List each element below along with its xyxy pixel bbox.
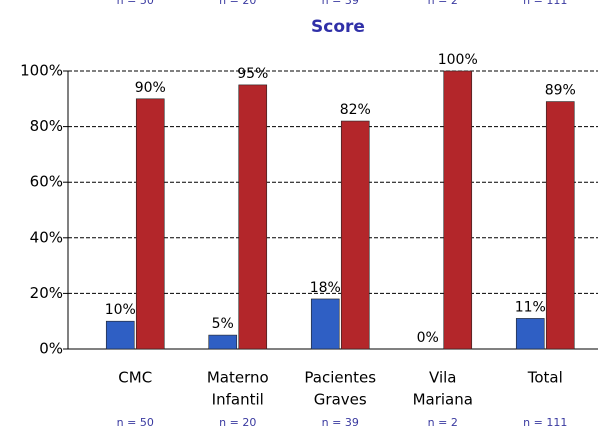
value-label: 10% bbox=[105, 302, 136, 318]
y-tick-label: 80% bbox=[30, 117, 63, 135]
n-label: n = 20 bbox=[219, 416, 256, 429]
value-label: 0% bbox=[417, 330, 439, 346]
bar bbox=[135, 98, 165, 350]
value-label: 11% bbox=[515, 299, 546, 315]
value-label: 5% bbox=[212, 316, 234, 332]
y-tick-label: 40% bbox=[30, 228, 63, 246]
bar bbox=[443, 70, 473, 350]
x-tick-label: Infantil bbox=[212, 391, 264, 409]
x-tick-label: Vila bbox=[429, 369, 456, 387]
bar bbox=[105, 320, 135, 350]
x-tick-label: Materno bbox=[207, 369, 269, 387]
n-label: n = 39 bbox=[322, 416, 359, 429]
bar bbox=[545, 101, 575, 350]
bar bbox=[515, 318, 545, 350]
value-label: 18% bbox=[310, 280, 341, 296]
bar bbox=[310, 298, 340, 350]
x-tick-label: CMC bbox=[118, 369, 152, 387]
n-label: n = 111 bbox=[523, 416, 567, 429]
value-label: 89% bbox=[545, 83, 576, 99]
n-label: n = 2 bbox=[428, 416, 458, 429]
n-label-top: n = 20 bbox=[219, 0, 256, 7]
bar bbox=[238, 84, 268, 350]
y-tick-label: 100% bbox=[20, 62, 63, 80]
n-label-top: n = 2 bbox=[428, 0, 458, 7]
bar bbox=[340, 120, 370, 350]
n-label-top: n = 50 bbox=[117, 0, 154, 7]
x-tick-label: Total bbox=[527, 369, 563, 387]
n-label-top: n = 39 bbox=[322, 0, 359, 7]
y-tick-label: 20% bbox=[30, 284, 63, 302]
y-tick-label: 0% bbox=[39, 340, 63, 358]
value-label: 100% bbox=[438, 52, 478, 68]
value-label: 82% bbox=[340, 102, 371, 118]
x-tick-label: Graves bbox=[314, 391, 367, 409]
x-tick-label: Pacientes bbox=[304, 369, 376, 387]
value-label: 90% bbox=[135, 80, 166, 96]
value-label: 95% bbox=[237, 66, 268, 82]
n-label-top: n = 111 bbox=[523, 0, 567, 7]
x-tick-label: Mariana bbox=[413, 391, 473, 409]
chart-title: Score bbox=[311, 17, 365, 37]
bar bbox=[208, 334, 238, 350]
n-label: n = 50 bbox=[117, 416, 154, 429]
y-tick-label: 60% bbox=[30, 173, 63, 191]
